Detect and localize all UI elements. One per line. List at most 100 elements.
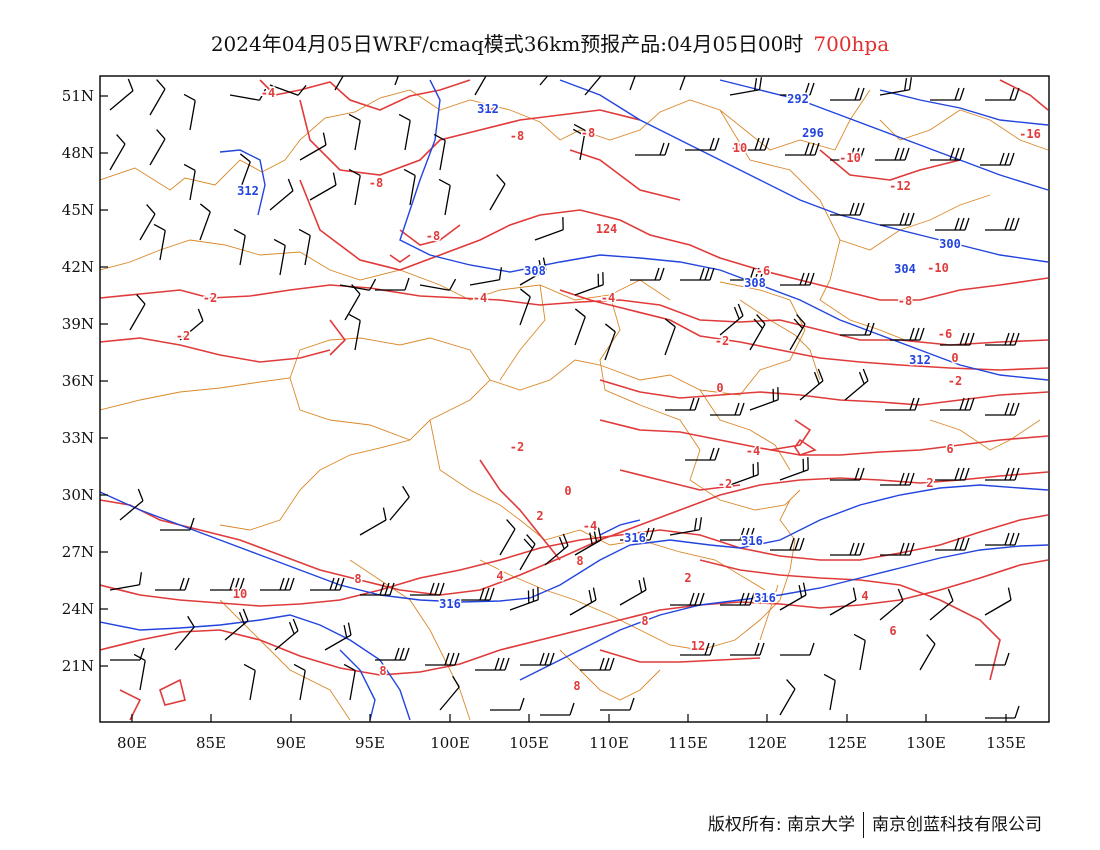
temperature-label: -6 [756,264,770,278]
wind-barb [680,267,715,281]
temperature-label: 8 [573,679,580,693]
wind-barb [823,673,836,711]
wind-barb [199,203,211,241]
x-tick-label: 135E [986,734,1026,752]
wind-barb [840,322,875,336]
height-contour [519,544,1049,681]
temperature-contour [100,284,1049,346]
wind-barb [935,537,970,551]
temperature-label: -2 [718,477,732,491]
wind-barb [853,633,866,671]
wind-barb [519,257,547,286]
wind-barb [670,592,705,606]
wind-barb [770,537,805,551]
wind-barb [475,657,510,671]
wind-barb [544,533,569,566]
temperature-contour [599,649,761,663]
wind-barb [830,202,865,216]
height-label: 312 [237,184,259,198]
wind-barb [685,137,720,151]
x-tick-label: 110E [589,734,629,752]
boundary-line [349,559,471,721]
boundary-line [100,337,491,531]
wind-barb [935,467,970,481]
temperature-label: 2 [684,571,691,585]
boundary-line [100,89,871,191]
height-contour [399,79,1049,381]
wind-barb [269,84,307,96]
y-tick-label: 24N [62,600,94,618]
wind-barb [109,572,143,591]
wind-barb [359,507,387,536]
wind-barb [604,323,616,361]
height-label: 316 [624,531,646,545]
wind-barb [830,467,865,481]
wind-barb [720,592,755,606]
wind-barb [935,217,970,231]
y-axis: 51N 48N 45N 42N 39N 36N 33N 30N 27N 24N 21N [62,87,108,675]
temperature-label: -4 [473,291,487,305]
wind-barb [574,308,586,346]
wind-barb [830,87,865,101]
wind-barb [438,178,451,216]
wind-barb [785,142,820,156]
wind-barb [830,147,865,161]
wind-barb [334,76,351,91]
temperature-label: 8 [354,572,361,586]
wind-barb [375,647,410,661]
wind-barb [929,588,954,621]
y-tick-label: 51N [62,87,94,105]
height-label: 304 [894,262,916,276]
temperature-label: -6 [938,327,952,341]
wind-barb [975,652,1010,666]
temperature-contour [100,559,1049,676]
wind-barb [665,397,700,411]
boundary-line [819,239,906,341]
wind-barb [398,113,411,151]
wind-barb [779,582,807,611]
temperature-label: -8 [510,129,524,143]
temperature-label: 12 [596,222,610,236]
wind-barb [680,642,715,656]
wind-barb [749,387,779,411]
height-contour [339,649,376,721]
y-tick-label: 30N [62,486,94,504]
boundary-line [879,109,1049,151]
height-contour [599,519,641,536]
wind-barb [730,267,765,281]
wind-barb [233,228,246,266]
temperature-label: 2 [926,476,933,490]
height-label: 296 [802,126,824,140]
temperature-contour [569,149,681,201]
temperature-contour [100,337,331,363]
temperature-label: 8 [641,614,648,628]
temperature-label: -8 [731,141,745,155]
wind-barb [293,663,306,701]
temperature-contour [619,469,741,491]
wind-barb [729,462,759,486]
temperature-contour [559,289,1049,371]
wind-barb [155,577,190,591]
wind-barb [375,277,410,291]
wind-barb [310,577,345,591]
temperature-label: 0 [716,381,723,395]
title-level: 700hpa [813,32,890,56]
wind-barb [520,652,555,666]
wind-barb [133,653,146,691]
temperature-label: 0 [951,351,958,365]
temperature-label: 10 [733,141,747,155]
wind-barb [780,642,815,656]
wind-barb [149,129,166,166]
boundary-line [779,499,796,601]
boundary-line [759,584,779,641]
wind-barb [780,272,815,286]
wind-barb [174,615,195,651]
wind-barb [685,447,720,461]
wind-barb [519,534,536,571]
temperature-contour [259,79,471,111]
wind-barb [460,587,495,601]
height-label: 308 [744,276,766,290]
y-tick-label: 21N [62,657,94,675]
temperature-contour [599,379,1049,406]
x-tick-label: 125E [827,734,867,752]
